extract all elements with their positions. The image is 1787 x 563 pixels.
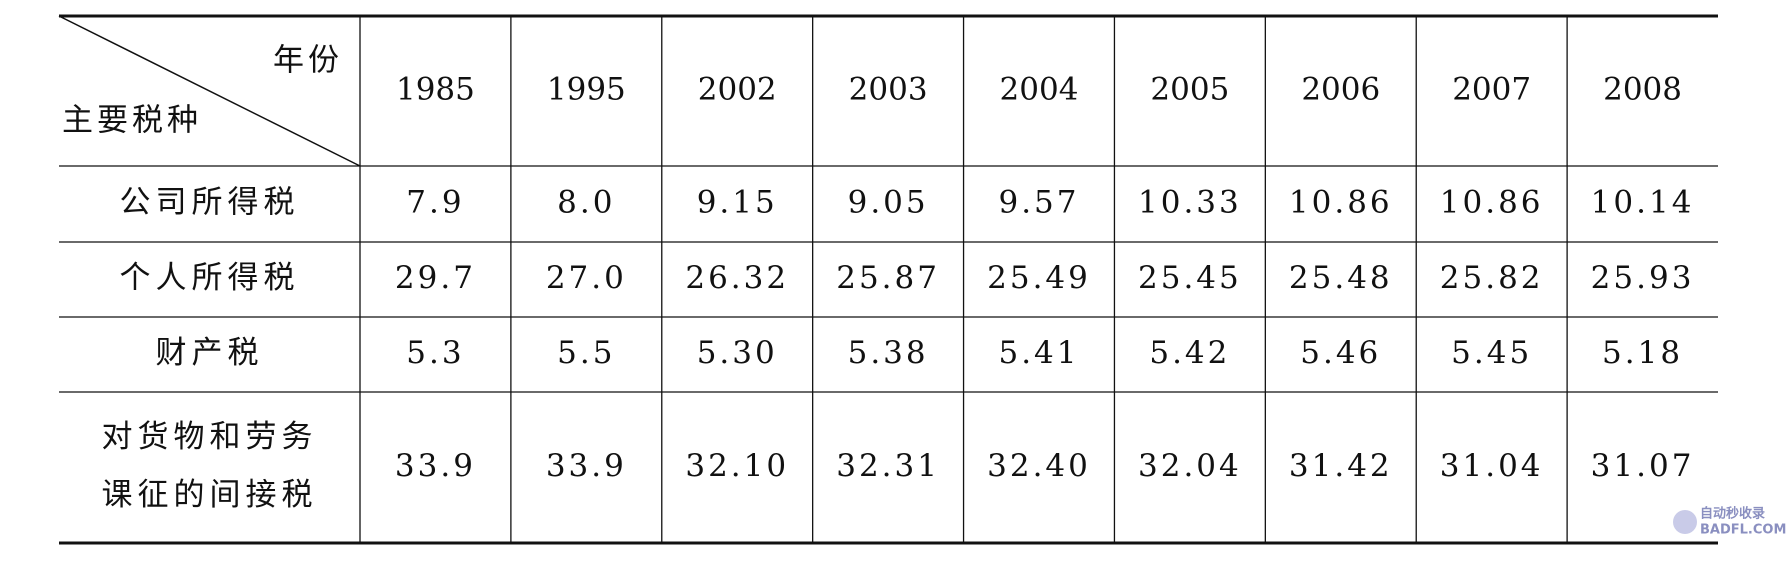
cell-value: 5.5: [557, 335, 615, 371]
cell-value: 5.18: [1602, 335, 1683, 371]
cell-value: 25.48: [1289, 260, 1393, 296]
cell-value: 32.10: [685, 448, 789, 484]
cell-value: 5.38: [848, 335, 929, 371]
cell-value: 31.04: [1440, 448, 1544, 484]
cell-value: 25.93: [1591, 260, 1695, 296]
year-header: 2004: [1000, 72, 1079, 108]
cell-value: 10.86: [1289, 185, 1393, 221]
row-label: 财产税: [156, 335, 264, 371]
row-label: 公司所得税: [120, 185, 300, 221]
cell-value: 25.45: [1138, 260, 1242, 296]
row-label: 课征的间接税: [102, 477, 318, 513]
cell-value: 25.49: [987, 260, 1091, 296]
corner-diagonal: [58, 15, 361, 167]
year-header: 1985: [396, 72, 475, 108]
year-header: 2007: [1452, 72, 1531, 108]
watermark-text: 自动秒收录: [1700, 506, 1765, 522]
watermark-icon: [1673, 510, 1697, 534]
corner-tax: 主要税种: [62, 103, 202, 139]
cell-value: 8.0: [557, 185, 615, 221]
cell-value: 9.57: [998, 185, 1079, 221]
cell-value: 5.41: [998, 335, 1079, 371]
year-header: 2006: [1301, 72, 1380, 108]
year-header: 2002: [698, 72, 777, 108]
cell-value: 10.86: [1440, 185, 1544, 221]
cell-value: 5.3: [406, 335, 464, 371]
cell-value: 7.9: [406, 185, 464, 221]
corner-year: 年份: [273, 43, 343, 79]
cell-value: 31.07: [1591, 448, 1695, 484]
cell-value: 32.04: [1138, 448, 1242, 484]
watermark-url: BADFL.COM: [1700, 523, 1786, 538]
cell-value: 10.33: [1138, 185, 1242, 221]
row-label: 个人所得税: [120, 260, 300, 296]
row-label: 对货物和劳务: [102, 419, 318, 455]
cell-value: 32.40: [987, 448, 1091, 484]
cell-value: 10.14: [1591, 185, 1695, 221]
cell-value: 32.31: [836, 448, 940, 484]
year-header: 2003: [849, 72, 928, 108]
cell-value: 5.42: [1149, 335, 1230, 371]
cell-value: 9.05: [848, 185, 929, 221]
cell-value: 31.42: [1289, 448, 1393, 484]
cell-value: 9.15: [697, 185, 778, 221]
year-header: 2005: [1150, 72, 1229, 108]
cell-value: 27.0: [546, 260, 627, 296]
cell-value: 33.9: [395, 448, 476, 484]
cell-value: 26.32: [685, 260, 789, 296]
cell-value: 5.45: [1451, 335, 1532, 371]
cell-value: 25.82: [1440, 260, 1544, 296]
cell-value: 5.46: [1300, 335, 1381, 371]
cell-value: 33.9: [546, 448, 627, 484]
cell-value: 25.87: [836, 260, 940, 296]
cell-value: 29.7: [395, 260, 476, 296]
year-header: 2008: [1603, 72, 1682, 108]
year-header: 1995: [547, 72, 626, 108]
cell-value: 5.30: [697, 335, 778, 371]
